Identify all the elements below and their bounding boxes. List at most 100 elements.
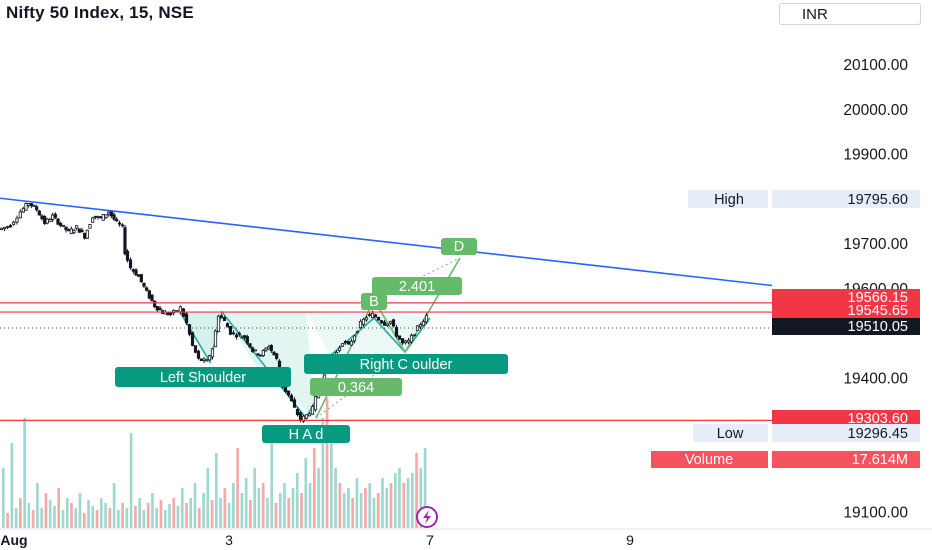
price-axis[interactable]: 20100.0020000.0019900.0019700.0019600.00… [843, 57, 908, 522]
volume-bar [125, 508, 129, 528]
candle-body [240, 336, 244, 339]
volume-bar [206, 468, 210, 528]
candle-body [134, 269, 138, 276]
svg-text:H A d: H A d [289, 427, 324, 443]
candle-body [96, 216, 100, 218]
candle-body [117, 222, 122, 225]
volume-bar [36, 483, 39, 528]
candle-body [307, 413, 312, 417]
volume-bar [244, 478, 248, 528]
candle-body [409, 334, 414, 343]
candle-body [403, 340, 408, 344]
candle-body [137, 274, 141, 277]
candle-body [248, 343, 252, 348]
candle-body [412, 334, 417, 337]
candle-body [379, 320, 384, 324]
svg-text:19510.05: 19510.05 [848, 319, 908, 335]
candle-body [67, 229, 71, 232]
volume-bar [287, 498, 291, 528]
candle-body [88, 224, 92, 229]
candle-body [109, 211, 113, 217]
currency-selector[interactable]: INR [779, 3, 921, 25]
volume-bar [197, 508, 201, 528]
volume-bar [278, 493, 282, 528]
candle-body [2, 226, 7, 230]
volume-bar [57, 488, 61, 528]
volume-bar [325, 398, 329, 528]
volume-bar [355, 478, 359, 528]
candle-body [269, 345, 273, 352]
candle-body [85, 229, 89, 239]
volume-bar [342, 493, 346, 528]
candle-body [245, 336, 249, 344]
candle-body [253, 349, 257, 352]
volume-bar [330, 433, 333, 528]
volume-bar [312, 448, 316, 528]
volume-bar [376, 493, 380, 528]
time-axis[interactable]: Aug 3 7 9 [0, 532, 634, 548]
volume-bar [23, 418, 26, 528]
candle-body [267, 346, 271, 350]
volume-bar [261, 483, 265, 528]
candle-body [184, 313, 189, 324]
volume-bar [112, 483, 116, 528]
candle-body [155, 306, 159, 311]
volume-bar [138, 498, 141, 528]
volume-bar [61, 510, 65, 528]
volume-bar [142, 510, 146, 528]
volume-bar [121, 503, 124, 528]
candle-body [175, 310, 179, 312]
volume-bar [295, 473, 299, 528]
candle-body [131, 269, 135, 272]
y-tick-label: 19400.00 [843, 370, 908, 387]
volume-bar [236, 448, 239, 528]
volume-bar [398, 468, 401, 528]
candle-body [72, 229, 76, 233]
volume-bar [347, 488, 350, 528]
candle-body [147, 290, 151, 299]
volume-bar [74, 508, 78, 528]
candle-body [421, 321, 426, 326]
volume-bar [14, 508, 18, 528]
candle-body [349, 340, 354, 346]
volume-bar [27, 503, 31, 528]
volume-bar [240, 493, 244, 528]
volume-bar [249, 500, 252, 528]
candle-body [259, 354, 263, 357]
lightning-icon[interactable] [416, 506, 438, 528]
volume-bar [2, 468, 5, 528]
candle-body [225, 323, 230, 328]
volume-bar [31, 510, 35, 528]
candle-body [35, 206, 39, 211]
candle-body [382, 321, 387, 326]
volume-bar [274, 503, 278, 528]
chart-title: Nifty 50 Index, 15, NSE [6, 3, 194, 22]
candle-body [93, 215, 97, 218]
candle-body [27, 203, 31, 206]
volume-bar [163, 510, 167, 528]
last-price-tag: 19510.05 [772, 318, 920, 335]
candle-body [59, 222, 63, 226]
volume-bar [193, 483, 197, 528]
trendline[interactable] [0, 197, 773, 287]
candle-body [418, 324, 423, 328]
candle-body [91, 217, 95, 223]
candle-body [367, 314, 372, 317]
svg-text:0.364: 0.364 [338, 380, 374, 396]
candle-body [310, 406, 315, 415]
candle-body [313, 396, 318, 411]
candle-body [228, 325, 233, 335]
volume-bar [351, 498, 354, 528]
candle-body [358, 320, 363, 329]
candle-body [190, 332, 195, 346]
volume-bar [304, 458, 308, 528]
volume-bar [10, 443, 14, 528]
candle-body [32, 205, 36, 207]
volume-bar [95, 510, 99, 528]
candle-body [196, 350, 201, 359]
candle-body [406, 339, 411, 343]
volume-bar [266, 498, 269, 528]
candle-body [289, 395, 294, 402]
